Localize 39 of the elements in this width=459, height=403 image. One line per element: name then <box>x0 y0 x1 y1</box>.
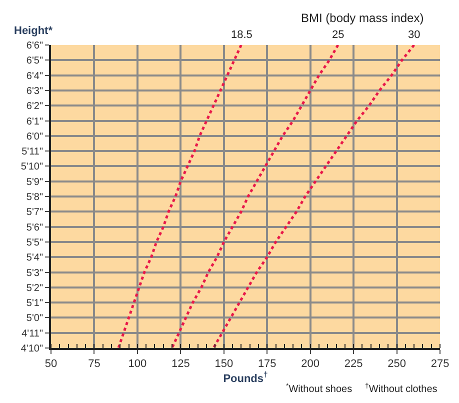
x-tick-label: 125 <box>171 358 190 370</box>
y-tick-label: 5'2" <box>26 282 44 294</box>
y-tick-label: 5'3" <box>26 268 44 279</box>
y-tick-label: 5'7" <box>26 207 44 218</box>
y-tick-label: 6'4" <box>26 70 44 82</box>
y-tick-label: 6'0" <box>26 131 44 142</box>
x-tick-label: 275 <box>430 358 450 370</box>
x-axis-title: Pounds$^{†}$ <box>223 370 268 385</box>
x-tick-label: 75 <box>88 358 100 370</box>
x-tick-label: 250 <box>388 358 406 370</box>
y-axis-title: Height* <box>14 25 54 37</box>
x-tick-label: 100 <box>128 358 147 370</box>
x-tick-label: 175 <box>258 358 276 370</box>
y-tick-label: 5'4" <box>26 252 44 264</box>
y-tick-label: 5'1" <box>26 298 44 310</box>
y-tick-label: 5'11" <box>22 146 44 158</box>
y-tick-label: 6'2" <box>26 101 44 112</box>
text: BMI (body mass index) <box>301 11 424 25</box>
x-tick-label: 200 <box>301 358 320 370</box>
y-tick-label: 5'5" <box>26 237 44 248</box>
text: $^{*}$Without shoes <box>286 383 352 396</box>
x-tick-label: 150 <box>214 358 234 370</box>
y-tick-label: 6'1" <box>26 116 44 128</box>
y-tick-label: 4'10" <box>20 344 44 354</box>
y-tick-label: 5'0" <box>26 313 44 324</box>
y-tick-label: 5'6" <box>26 222 44 234</box>
y-tick-label: 5'9" <box>26 176 44 188</box>
series-label: 18.5 <box>231 29 252 41</box>
y-tick-label: 4'11" <box>22 328 44 340</box>
series-label: 25 <box>332 29 344 41</box>
y-tick-label: 5'8" <box>26 192 44 203</box>
x-tick-label: 50 <box>44 358 58 370</box>
y-tick-label: 6'6" <box>26 40 44 52</box>
text: $^{†}$Without clothes <box>365 382 438 396</box>
y-tick-label: 6'3" <box>26 86 44 97</box>
y-tick-label: 6'5" <box>26 56 44 67</box>
y-tick-label: 5'10" <box>20 162 44 173</box>
x-tick-label: 225 <box>344 358 363 370</box>
series-label: 30 <box>408 29 420 41</box>
